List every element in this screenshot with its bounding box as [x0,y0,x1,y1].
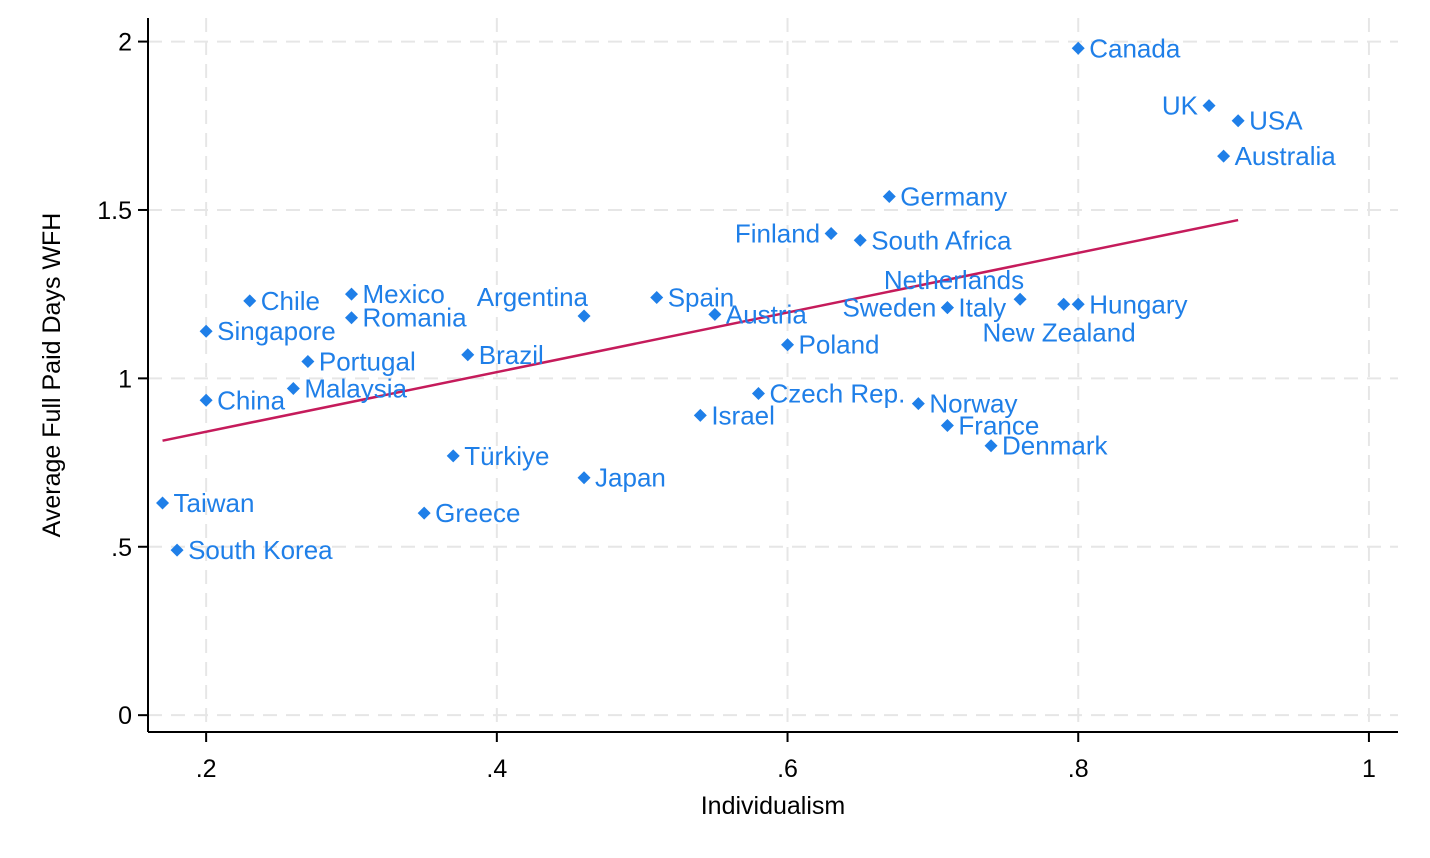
data-point-marker [882,190,896,203]
data-point-marker [243,294,257,308]
data-point-marker [344,311,358,325]
data-point-label: New Zealand [982,317,1135,347]
data-point-label: Denmark [1002,431,1108,461]
data-point-marker [1013,292,1027,306]
data-point-label: Hungary [1089,289,1187,319]
data-point-label: Singapore [217,316,336,346]
grid-layer [148,18,1398,732]
data-point-marker [577,309,591,323]
data-point-label: Taiwan [174,488,255,518]
y-axis-title: Average Full Paid Days WFH [38,213,66,538]
data-point-label: Argentina [477,282,589,312]
data-point-label: UK [1162,91,1199,121]
data-point-marker [1071,41,1085,55]
data-point-label: Finland [735,219,820,249]
data-point-label: China [217,385,285,415]
data-point-marker [751,387,765,401]
data-point-label: Romania [362,303,467,333]
data-point-marker [199,393,213,407]
data-point-marker [1231,114,1245,128]
data-point-marker [156,496,170,510]
y-tick-label: 2 [118,29,132,57]
data-point-label: France [958,411,1039,441]
data-point-label: Türkiye [464,441,549,471]
axes: Individualism Average Full Paid Days WFH… [38,18,1398,820]
data-point-marker [940,419,954,433]
data-point-marker [344,287,358,301]
x-tick-label: .2 [196,755,217,783]
data-point-marker [650,291,664,305]
data-point-marker [1057,297,1071,311]
y-tick-label: 0 [118,702,132,730]
x-tick-label: .4 [486,755,507,783]
data-point-label: Canada [1089,33,1181,63]
data-point-marker [1071,297,1085,311]
data-point-label: Australia [1235,141,1337,171]
y-tick-label: .5 [111,534,132,562]
x-axis-title: Individualism [701,792,846,820]
data-point-label: Malaysia [304,373,407,403]
data-point-label: Germany [900,182,1007,212]
data-point-label: Greece [435,498,520,528]
y-tick-label: 1.5 [97,197,132,225]
data-point-marker [708,307,722,321]
data-point-marker [577,471,591,485]
data-point-marker [301,355,315,369]
data-point-marker [781,338,795,352]
data-point-marker [853,233,867,247]
data-point-label: Brazil [479,340,544,370]
data-point-marker [984,439,998,453]
data-point-label: Austria [726,299,807,329]
data-point-label: Chile [261,286,320,316]
data-point-label: Israel [711,400,775,430]
data-point-label: USA [1249,106,1303,136]
x-tick-label: .6 [777,755,798,783]
y-tick-label: 1 [118,365,132,393]
data-point-label: Sweden [842,293,936,323]
data-point-marker [170,543,184,557]
data-point-marker [824,227,838,241]
data-point-marker [1217,149,1231,163]
data-point-label: Portugal [319,347,416,377]
data-point-marker [199,324,213,338]
data-point-label: Norway [929,389,1017,419]
fit-line-layer [162,218,1239,442]
data-point-marker [911,397,925,411]
data-point-marker [1202,99,1216,113]
data-point-marker [417,506,431,520]
data-point-label: Poland [799,330,880,360]
data-point-marker [461,348,475,362]
data-point-marker [693,408,707,422]
data-point-label: Italy [958,293,1006,323]
data-point-label: South Korea [188,535,333,565]
x-tick-label: 1 [1362,755,1376,783]
data-point-label: Japan [595,463,666,493]
data-point-label: Mexico [362,279,444,309]
fit-line [162,218,1239,442]
data-point-label: South Africa [871,225,1012,255]
data-point-marker [286,381,300,395]
data-point-label: Czech Rep. [769,379,905,409]
data-point-marker [446,449,460,463]
points-layer: Canada UK USA Australia Germany Finland South … [156,33,1336,565]
x-tick-label: .8 [1068,755,1089,783]
data-point-label: Spain [668,283,735,313]
data-point-marker [940,301,954,315]
data-point-label: Netherlands [884,265,1024,295]
